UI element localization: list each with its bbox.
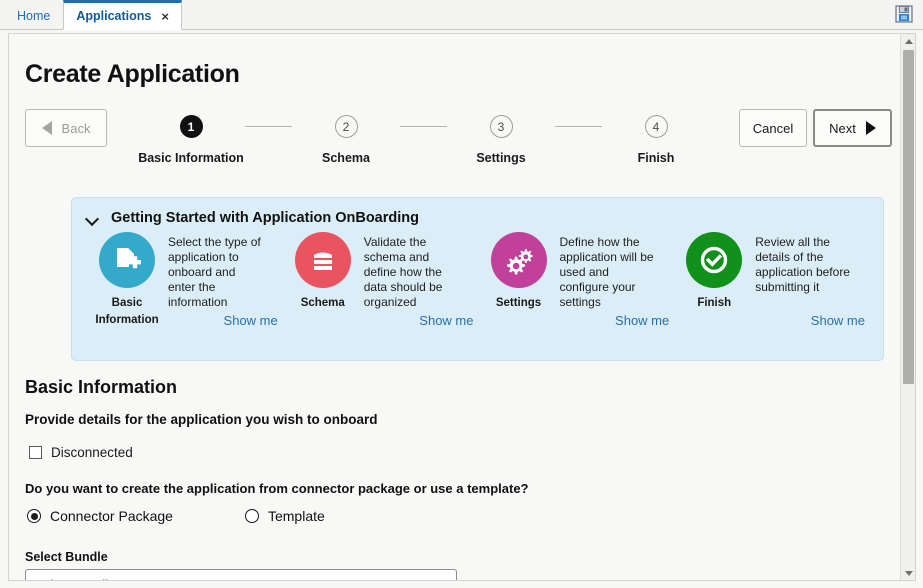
disconnected-checkbox-row[interactable]: Disconnected (29, 445, 900, 460)
wizard-step-finish[interactable]: 4 Finish (602, 115, 710, 165)
step-connector-3 (555, 126, 602, 127)
gs-card-text-column: Validate the schema and define how the d… (364, 232, 478, 328)
wizard-step-indicator: 1 Basic Information 2 Schema 3 Settings … (137, 115, 710, 165)
select-bundle-value: Select Bundle (35, 577, 115, 581)
gs-card-icon-column: Basic Information (95, 232, 159, 328)
radio-connector-package[interactable]: Connector Package (27, 508, 173, 524)
chevron-left-icon (41, 121, 52, 135)
scroll-down-arrow-icon[interactable] (901, 566, 915, 580)
wizard-step-settings[interactable]: 3 Settings (447, 115, 555, 165)
wizard-step-schema[interactable]: 2 Schema (292, 115, 400, 165)
application-content-panel: Create Application Back 1 Basic Informat… (8, 33, 916, 581)
gs-card-settings: Settings Define how the application will… (478, 232, 674, 328)
step-connector-2 (400, 126, 447, 127)
source-question-label: Do you want to create the application fr… (25, 481, 529, 496)
gs-card-text-column: Define how the application will be used … (560, 232, 674, 328)
section-title: Basic Information (25, 377, 178, 397)
step-dot-4[interactable]: 4 (644, 115, 668, 138)
getting-started-title: Getting Started with Application OnBoard… (111, 210, 419, 226)
cancel-button[interactable]: Cancel (739, 109, 807, 147)
gs-card-1-show-me-link[interactable]: Show me (223, 313, 278, 329)
save-floppy-icon[interactable] (893, 3, 915, 25)
disconnected-label: Disconnected (51, 445, 133, 460)
gs-card-icon-column: Settings (487, 232, 551, 328)
back-button-label: Back (61, 120, 91, 136)
close-icon[interactable]: × (161, 8, 169, 24)
check-circle-icon (686, 232, 743, 288)
gs-card-3-show-me-link[interactable]: Show me (615, 313, 670, 329)
wizard-step-basic-information[interactable]: 1 Basic Information (137, 115, 245, 165)
page-title: Create Application (25, 60, 240, 88)
tab-applications[interactable]: Applications × (63, 0, 182, 30)
cancel-button-label: Cancel (752, 120, 794, 136)
chevron-right-icon (865, 121, 876, 135)
gs-card-2-show-me-link[interactable]: Show me (419, 313, 474, 329)
document-add-icon (99, 232, 155, 288)
section-subtitle: Provide details for the application you … (25, 412, 378, 427)
step-connector-1 (245, 126, 292, 127)
tab-home[interactable]: Home (4, 1, 63, 30)
next-button[interactable]: Next (813, 109, 892, 147)
gs-card-text-column: Select the type of application to onboar… (168, 232, 282, 328)
step-label-4: Finish (637, 151, 675, 165)
gs-card-basic-information: Basic Information Select the type of app… (86, 232, 282, 328)
gs-card-2-name: Schema (300, 297, 345, 309)
back-button[interactable]: Back (25, 109, 107, 147)
chevron-down-icon[interactable] (86, 214, 100, 223)
browser-tab-strip: Home Applications × (0, 0, 923, 30)
gs-card-1-name: Basic Information (95, 297, 159, 326)
gs-card-4-show-me-link[interactable]: Show me (810, 313, 865, 329)
getting-started-cards: Basic Information Select the type of app… (86, 232, 869, 328)
getting-started-panel: Getting Started with Application OnBoard… (71, 197, 884, 361)
gs-card-3-name: Settings (495, 297, 542, 309)
select-bundle-label: Select Bundle (25, 550, 108, 564)
gs-card-icon-column: Finish (682, 232, 746, 328)
gs-card-schema: Schema Validate the schema and define ho… (282, 232, 478, 328)
radio-template-label: Template (267, 508, 325, 524)
gs-card-4-description: Review all the details of the applicatio… (755, 235, 850, 294)
step-label-1: Basic Information (138, 151, 244, 165)
step-dot-2[interactable]: 2 (334, 115, 358, 138)
gears-icon (490, 232, 547, 288)
vertical-scrollbar[interactable] (900, 34, 915, 580)
gs-card-3-description: Define how the application will be used … (559, 235, 654, 309)
radio-template[interactable]: Template (244, 508, 325, 524)
gs-card-4-name: Finish (697, 297, 732, 309)
step-label-3: Settings (476, 151, 526, 165)
gs-card-text-column: Review all the details of the applicatio… (755, 232, 869, 328)
gs-card-finish: Finish Review all the details of the app… (673, 232, 869, 328)
select-bundle-dropdown[interactable]: Select Bundle (25, 569, 457, 580)
wizard-toolbar: Back 1 Basic Information 2 Schema 3 Sett… (9, 107, 900, 185)
gs-card-1-description: Select the type of application to onboar… (168, 235, 261, 309)
step-dot-3[interactable]: 3 (489, 115, 513, 138)
radio-template-dot[interactable] (244, 509, 259, 523)
radio-connector-package-label: Connector Package (50, 508, 173, 524)
database-stack-icon (294, 232, 351, 288)
tab-home-label: Home (17, 8, 51, 23)
gs-card-2-description: Validate the schema and define how the d… (363, 235, 443, 309)
scrollbar-thumb[interactable] (903, 50, 914, 384)
source-radio-group: Connector Package Template (27, 508, 900, 524)
disconnected-checkbox[interactable] (29, 446, 42, 459)
gs-card-icon-column: Schema (291, 232, 355, 328)
scrollable-content: Create Application Back 1 Basic Informat… (9, 34, 900, 580)
step-dot-1[interactable]: 1 (179, 115, 203, 138)
scroll-up-arrow-icon[interactable] (901, 34, 915, 48)
next-button-label: Next (829, 120, 856, 136)
tab-applications-label: Applications (76, 9, 152, 23)
getting-started-header[interactable]: Getting Started with Application OnBoard… (86, 210, 869, 226)
step-label-2: Schema (322, 151, 370, 165)
radio-connector-package-dot[interactable] (27, 509, 41, 523)
